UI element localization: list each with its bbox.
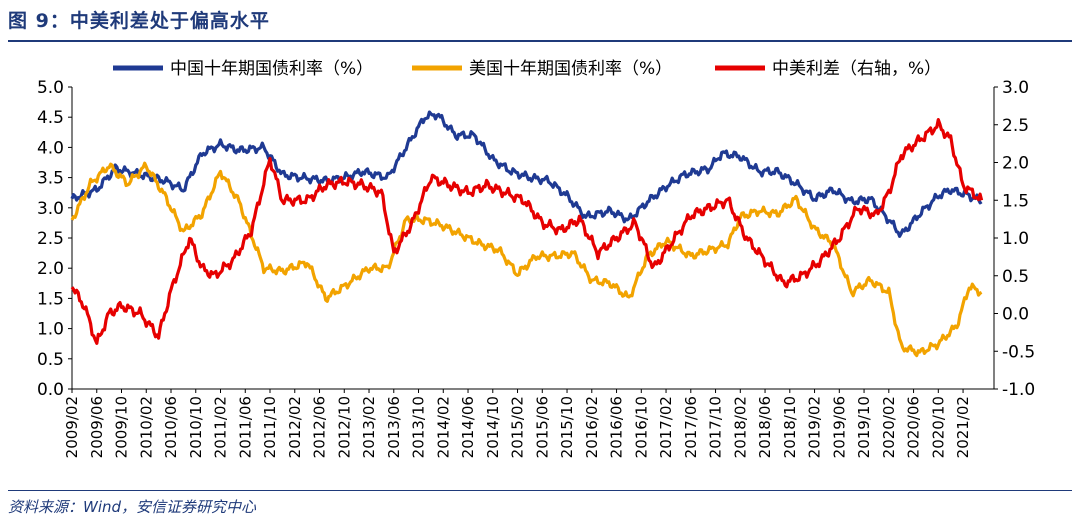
x-tick-label: 2018/10	[781, 396, 799, 458]
left-tick-label: 3.0	[37, 199, 64, 219]
legend: 中国十年期国债利率（%） 美国十年期国债利率（%） 中美利差（右轴，%）	[113, 59, 941, 79]
legend-label: 美国十年期国债利率（%）	[469, 59, 672, 79]
left-tick-label: 2.0	[37, 259, 64, 279]
x-tick-label: 2017/10	[707, 396, 725, 458]
x-tick-label: 2013/06	[385, 396, 403, 458]
right-tick-label: -1.0	[1002, 380, 1035, 400]
series-line	[70, 110, 983, 238]
plot-frame	[71, 87, 995, 390]
x-tick-label: 2016/02	[583, 396, 601, 458]
x-tick-label: 2015/02	[509, 396, 527, 458]
x-tick-label: 2009/06	[88, 396, 106, 458]
x-tick-label: 2013/02	[360, 396, 378, 458]
right-tick-label: 2.0	[1002, 154, 1029, 174]
x-tick-label: 2015/10	[558, 396, 576, 458]
x-tick-label: 2011/02	[212, 396, 230, 458]
x-tick-label: 2016/06	[608, 396, 626, 458]
right-axis: -1.0 -0.5 0.0 0.5 1.0 1.5 2.0 2.5 3.0	[994, 78, 1035, 400]
left-tick-label: 4.0	[37, 138, 64, 158]
x-tick-label: 2013/10	[410, 396, 428, 458]
x-tick-label: 2012/10	[335, 396, 353, 458]
x-tick-label: 2009/10	[113, 396, 131, 458]
series-line	[70, 161, 983, 358]
x-tick-label: 2017/06	[682, 396, 700, 458]
left-tick-label: 3.5	[37, 169, 64, 189]
left-axis: 0.0 0.5 1.0 1.5 2.0 2.5 3.0 3.5 4.0 4.5 5.0	[37, 78, 72, 400]
left-tick-label: 2.5	[37, 229, 64, 249]
left-tick-label: 0.0	[37, 380, 64, 400]
x-tick-label: 2020/06	[905, 396, 923, 458]
series-group	[70, 110, 984, 358]
x-axis: 2009/02 2009/06 2009/10 2010/02 2010/06 2010/…	[63, 389, 972, 458]
right-tick-label: 1.5	[1002, 191, 1029, 211]
x-tick-label: 2016/10	[632, 396, 650, 458]
x-tick-label: 2020/02	[880, 396, 898, 458]
x-tick-label: 2014/02	[434, 396, 452, 458]
x-tick-label: 2015/06	[533, 396, 551, 458]
x-tick-label: 2012/02	[286, 396, 304, 458]
source-divider	[8, 490, 1072, 491]
x-tick-label: 2009/02	[63, 396, 81, 458]
series-line	[70, 117, 984, 345]
x-tick-label: 2019/06	[830, 396, 848, 458]
x-tick-label: 2010/02	[137, 396, 155, 458]
x-tick-label: 2011/06	[236, 396, 254, 458]
legend-label: 中国十年期国债利率（%）	[170, 59, 373, 79]
right-tick-label: 1.0	[1002, 229, 1029, 249]
figure-title: 图 9：中美利差处于偏高水平	[8, 10, 270, 32]
x-tick-label: 2010/10	[187, 396, 205, 458]
x-tick-label: 2010/06	[162, 396, 180, 458]
right-tick-label: 2.5	[1002, 116, 1029, 136]
left-tick-label: 5.0	[37, 78, 64, 98]
right-tick-label: 3.0	[1002, 78, 1029, 98]
rates-line-chart: 0.0 0.5 1.0 1.5 2.0 2.5 3.0 3.5 4.0 4.5 5.0 -1.0 -0…	[37, 59, 1035, 458]
left-tick-label: 1.5	[37, 289, 64, 309]
right-tick-label: 0.5	[1002, 267, 1029, 287]
x-tick-label: 2014/06	[459, 396, 477, 458]
x-tick-label: 2021/02	[954, 396, 972, 458]
x-tick-label: 2018/06	[756, 396, 774, 458]
right-tick-label: 0.0	[1002, 305, 1029, 325]
legend-label: 中美利差（右轴，%）	[772, 59, 941, 79]
right-tick-label: -0.5	[1002, 342, 1035, 362]
x-tick-label: 2020/10	[929, 396, 947, 458]
x-tick-label: 2012/06	[311, 396, 329, 458]
left-tick-label: 1.0	[37, 320, 64, 340]
x-tick-label: 2011/10	[261, 396, 279, 458]
x-tick-label: 2017/02	[657, 396, 675, 458]
title-divider	[8, 40, 1072, 42]
x-tick-label: 2018/02	[731, 396, 749, 458]
x-tick-label: 2019/02	[806, 396, 824, 458]
x-tick-label: 2019/10	[855, 396, 873, 458]
source-note: 资料来源：Wind，安信证券研究中心	[8, 498, 257, 516]
left-tick-label: 4.5	[37, 108, 64, 128]
left-tick-label: 0.5	[37, 350, 64, 370]
x-tick-label: 2014/10	[484, 396, 502, 458]
